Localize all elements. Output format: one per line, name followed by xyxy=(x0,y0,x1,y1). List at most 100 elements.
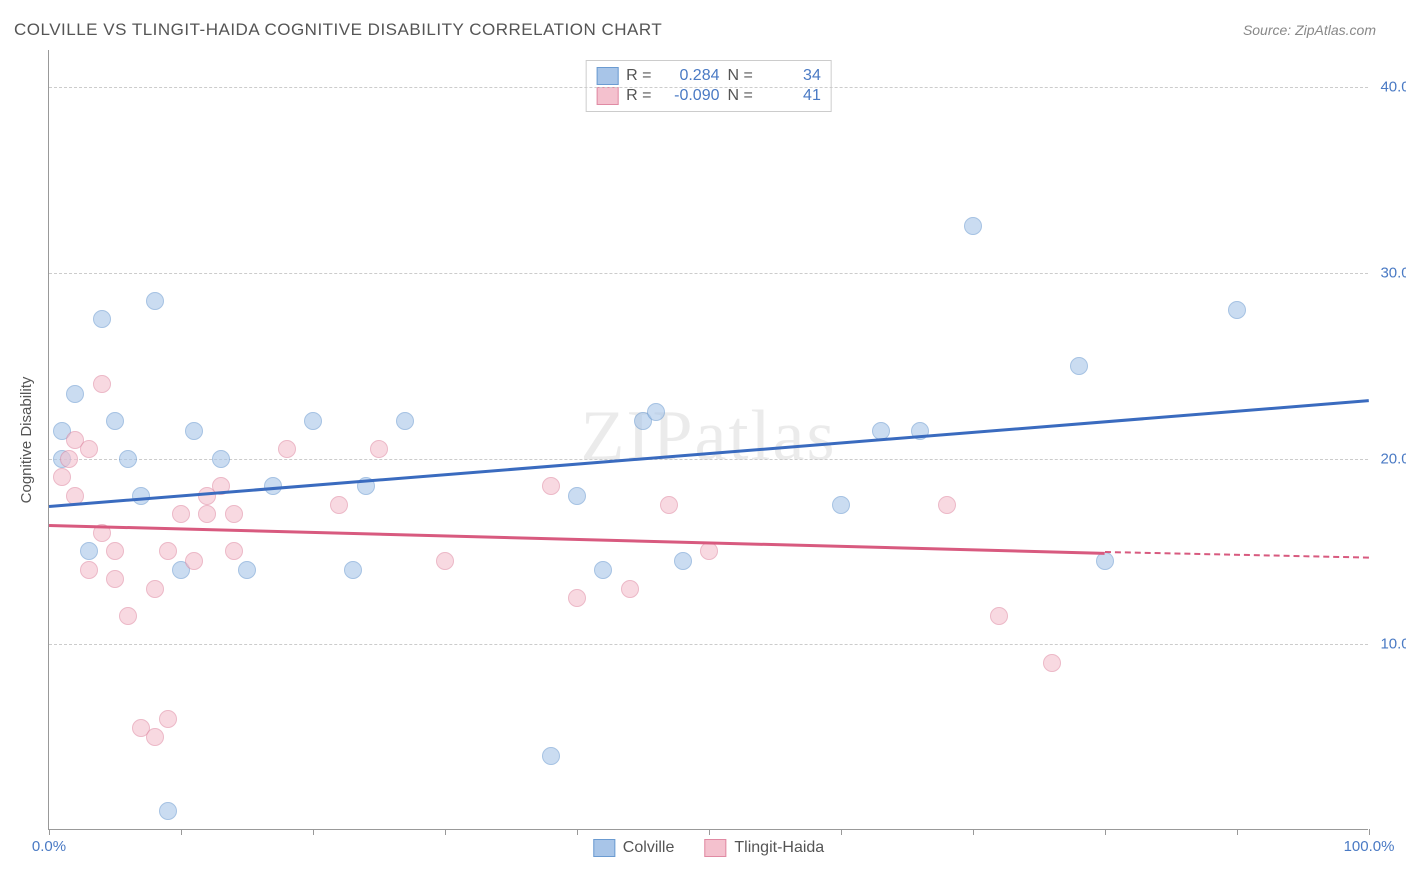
correlation-legend: R = 0.284 N = 34 R = -0.090 N = 41 xyxy=(585,60,832,112)
scatter-point xyxy=(172,505,190,523)
xtick-label: 0.0% xyxy=(32,838,66,855)
legend-swatch-colville xyxy=(593,839,615,857)
scatter-point xyxy=(60,450,78,468)
gridline xyxy=(49,644,1368,645)
scatter-point xyxy=(542,477,560,495)
scatter-point xyxy=(964,217,982,235)
scatter-point xyxy=(159,710,177,728)
scatter-point xyxy=(1096,552,1114,570)
source-name: ZipAtlas.com xyxy=(1295,22,1376,38)
scatter-point xyxy=(119,607,137,625)
scatter-point xyxy=(1043,654,1061,672)
scatter-point xyxy=(674,552,692,570)
xtick xyxy=(973,829,974,835)
ytick-label: 10.0% xyxy=(1373,636,1406,653)
legend-swatch-0 xyxy=(596,67,618,85)
gridline xyxy=(49,273,1368,274)
scatter-point xyxy=(80,542,98,560)
scatter-point xyxy=(225,542,243,560)
xtick xyxy=(1369,829,1370,835)
scatter-point xyxy=(119,450,137,468)
xtick xyxy=(709,829,710,835)
watermark-text: ZIPatlas xyxy=(581,394,837,477)
xtick-label: 100.0% xyxy=(1344,838,1395,855)
scatter-point xyxy=(93,375,111,393)
trendline-dash xyxy=(1105,551,1369,559)
scatter-point xyxy=(832,496,850,514)
scatter-point xyxy=(80,440,98,458)
plot-area: ZIPatlas R = 0.284 N = 34 R = -0.090 N =… xyxy=(48,50,1368,830)
scatter-point xyxy=(185,552,203,570)
trendline xyxy=(49,399,1369,507)
chart-container: COLVILLE VS TLINGIT-HAIDA COGNITIVE DISA… xyxy=(0,0,1406,892)
scatter-point xyxy=(568,589,586,607)
scatter-point xyxy=(185,422,203,440)
source-prefix: Source: xyxy=(1243,22,1295,38)
xtick xyxy=(577,829,578,835)
ytick-label: 30.0% xyxy=(1373,264,1406,281)
xtick xyxy=(1105,829,1106,835)
r-label: R = xyxy=(626,67,651,85)
scatter-point xyxy=(542,747,560,765)
scatter-point xyxy=(370,440,388,458)
legend-swatch-tlingit xyxy=(704,839,726,857)
scatter-point xyxy=(66,385,84,403)
scatter-point xyxy=(198,505,216,523)
scatter-point xyxy=(106,542,124,560)
xtick xyxy=(445,829,446,835)
scatter-point xyxy=(990,607,1008,625)
y-axis-label: Cognitive Disability xyxy=(18,377,35,504)
n-label: N = xyxy=(728,87,753,105)
r-label: R = xyxy=(626,87,651,105)
r-value-0: 0.284 xyxy=(664,67,720,85)
scatter-point xyxy=(106,412,124,430)
n-value-0: 34 xyxy=(765,67,821,85)
n-label: N = xyxy=(728,67,753,85)
scatter-point xyxy=(132,487,150,505)
scatter-point xyxy=(304,412,322,430)
r-value-1: -0.090 xyxy=(664,87,720,105)
legend-label-1: Tlingit-Haida xyxy=(734,839,824,857)
ytick-label: 20.0% xyxy=(1373,450,1406,467)
xtick xyxy=(313,829,314,835)
scatter-point xyxy=(647,403,665,421)
scatter-point xyxy=(278,440,296,458)
scatter-point xyxy=(436,552,454,570)
chart-title: COLVILLE VS TLINGIT-HAIDA COGNITIVE DISA… xyxy=(14,20,662,40)
scatter-point xyxy=(159,542,177,560)
n-value-1: 41 xyxy=(765,87,821,105)
scatter-point xyxy=(146,292,164,310)
series-legend: Colville Tlingit-Haida xyxy=(593,839,824,857)
scatter-point xyxy=(938,496,956,514)
legend-item-1: Tlingit-Haida xyxy=(704,839,824,857)
scatter-point xyxy=(93,310,111,328)
scatter-point xyxy=(396,412,414,430)
xtick xyxy=(49,829,50,835)
gridline xyxy=(49,459,1368,460)
scatter-point xyxy=(621,580,639,598)
xtick xyxy=(841,829,842,835)
scatter-point xyxy=(594,561,612,579)
legend-row-1: R = -0.090 N = 41 xyxy=(596,87,821,105)
scatter-point xyxy=(80,561,98,579)
trendline xyxy=(49,524,1105,554)
scatter-point xyxy=(238,561,256,579)
gridline xyxy=(49,87,1368,88)
scatter-point xyxy=(106,570,124,588)
scatter-point xyxy=(568,487,586,505)
scatter-point xyxy=(700,542,718,560)
scatter-point xyxy=(344,561,362,579)
xtick xyxy=(181,829,182,835)
ytick-label: 40.0% xyxy=(1373,79,1406,96)
xtick xyxy=(1237,829,1238,835)
legend-swatch-1 xyxy=(596,87,618,105)
scatter-point xyxy=(660,496,678,514)
scatter-point xyxy=(225,505,243,523)
source-attribution: Source: ZipAtlas.com xyxy=(1243,22,1376,38)
scatter-point xyxy=(212,450,230,468)
scatter-point xyxy=(146,728,164,746)
scatter-point xyxy=(1228,301,1246,319)
scatter-point xyxy=(159,802,177,820)
scatter-point xyxy=(53,468,71,486)
scatter-point xyxy=(1070,357,1088,375)
